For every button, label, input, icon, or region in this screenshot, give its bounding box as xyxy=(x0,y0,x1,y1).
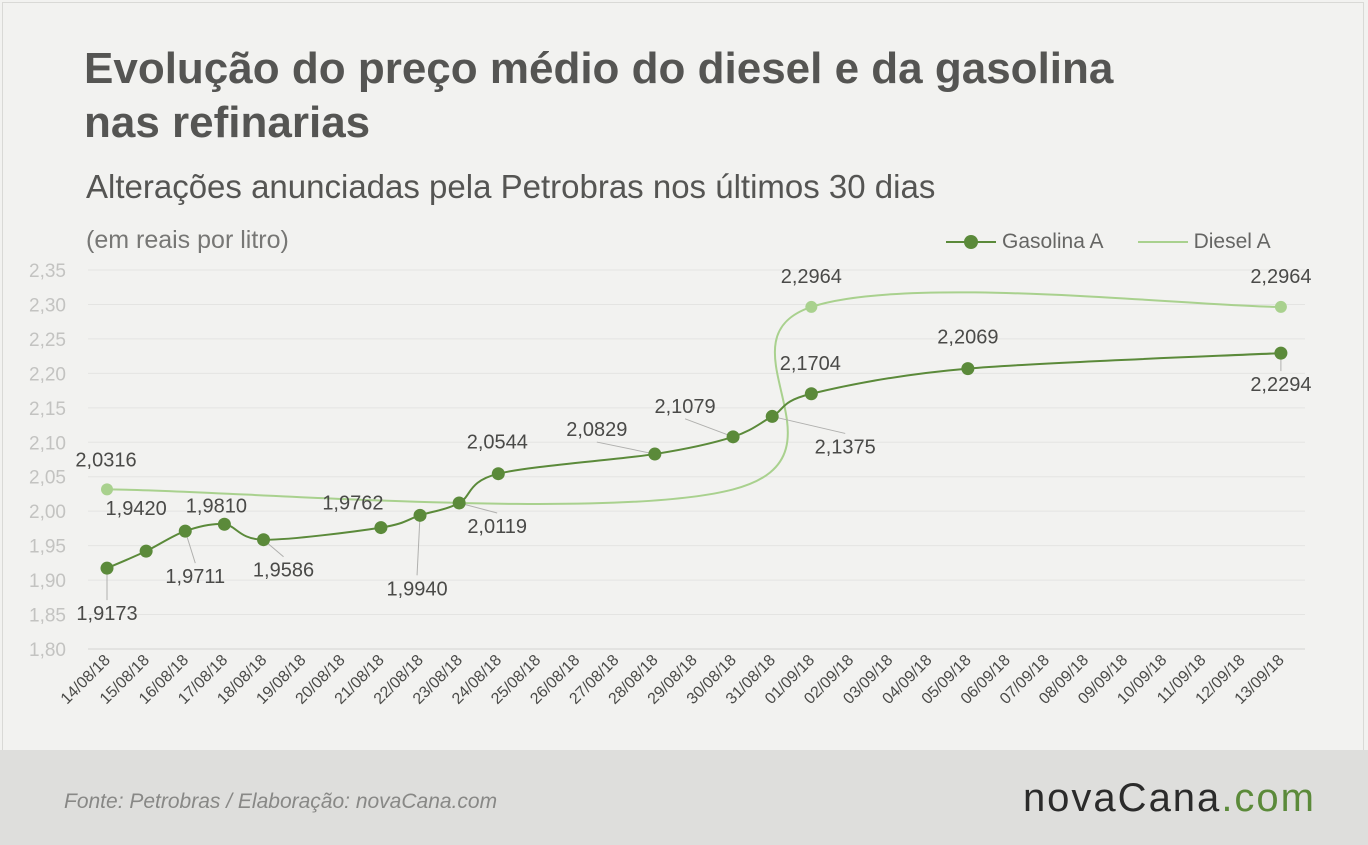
data-label-diesel: 2,0316 xyxy=(75,449,136,471)
data-label-gasolina: 2,1079 xyxy=(654,396,715,418)
data-point-diesel xyxy=(1274,300,1287,313)
source-text: Fonte: Petrobras / Elaboração: novaCana.… xyxy=(64,790,498,813)
data-point-gasolina xyxy=(648,447,662,461)
data-point-gasolina xyxy=(413,508,427,522)
leader-line xyxy=(596,441,655,455)
y-tick-label: 2,00 xyxy=(29,502,66,523)
data-label-gasolina: 1,9173 xyxy=(76,603,137,625)
novacana-logo: novaCana.com xyxy=(1023,776,1316,821)
chart-subtitle: Alterações anunciadas pela Petrobras nos… xyxy=(86,168,936,205)
data-label-gasolina: 1,9586 xyxy=(253,560,314,582)
y-tick-label: 2,25 xyxy=(29,330,66,351)
data-label-diesel: 2,2964 xyxy=(1250,266,1311,288)
data-point-gasolina xyxy=(804,387,818,401)
data-label-gasolina: 2,0119 xyxy=(467,516,527,538)
data-point-gasolina xyxy=(765,409,779,423)
y-tick-label: 2,20 xyxy=(29,364,66,385)
series-line-gasolina xyxy=(106,352,1281,570)
data-point-gasolina xyxy=(257,533,271,547)
data-label-gasolina: 2,0544 xyxy=(467,432,528,454)
leader-line xyxy=(684,418,734,438)
unit-label: (em reais por litro) xyxy=(86,226,289,254)
legend-label-diesel: Diesel A xyxy=(1193,230,1271,253)
legend: Gasolina A Diesel A xyxy=(946,228,1271,256)
data-label-gasolina: 1,9940 xyxy=(386,578,447,600)
y-tick-label: 1,95 xyxy=(29,537,66,558)
y-tick-label: 2,15 xyxy=(29,399,66,420)
data-point-diesel xyxy=(805,300,818,313)
data-point-gasolina xyxy=(452,496,466,510)
data-point-gasolina xyxy=(374,521,388,535)
data-label-gasolina: 2,1375 xyxy=(815,436,876,458)
legend-swatch-gasolina xyxy=(946,235,996,249)
data-point-gasolina xyxy=(100,561,114,575)
legend-label-gasolina: Gasolina A xyxy=(1002,230,1104,253)
data-point-gasolina xyxy=(491,467,505,481)
data-label-gasolina: 1,9762 xyxy=(322,493,383,515)
data-point-diesel xyxy=(101,483,113,496)
y-tick-label: 2,35 xyxy=(29,261,66,282)
legend-item-diesel: Diesel A xyxy=(1137,230,1271,254)
legend-item-gasolina: Gasolina A xyxy=(946,230,1104,254)
data-label-gasolina: 1,9711 xyxy=(165,566,225,588)
legend-swatch-diesel xyxy=(1137,235,1188,249)
footer: Fonte: Petrobras / Elaboração: novaCana.… xyxy=(0,750,1368,845)
chart-title: Evolução do preço médio do diesel e da g… xyxy=(84,44,1114,147)
data-point-gasolina xyxy=(139,544,153,558)
y-tick-label: 1,80 xyxy=(29,640,66,661)
data-point-gasolina xyxy=(178,524,192,538)
y-tick-label: 2,30 xyxy=(29,295,66,316)
data-label-gasolina: 2,2069 xyxy=(937,327,998,349)
data-label-gasolina: 2,2294 xyxy=(1250,374,1311,396)
data-label-gasolina: 2,0829 xyxy=(566,419,627,441)
y-tick-label: 1,90 xyxy=(29,571,66,592)
logo-suffix: .com xyxy=(1221,776,1316,820)
data-label-gasolina: 1,9420 xyxy=(106,498,167,520)
leader-line xyxy=(772,415,846,434)
logo-main: novaCana xyxy=(1022,776,1222,820)
data-point-gasolina xyxy=(217,517,231,531)
data-point-gasolina xyxy=(726,430,740,444)
data-label-gasolina: 2,1704 xyxy=(780,353,841,375)
data-point-gasolina xyxy=(1274,346,1288,360)
leader-line xyxy=(459,502,498,514)
y-tick-label: 2,10 xyxy=(29,433,66,454)
line-chart: 1,80 1,85 1,90 1,95 2,00 2,05 2,10 2,15 2,20 2,25… xyxy=(29,261,1311,708)
y-tick-label: 2,05 xyxy=(29,468,66,489)
data-label-gasolina: 1,9810 xyxy=(186,495,247,517)
data-label-diesel: 2,2964 xyxy=(781,266,842,288)
data-point-gasolina xyxy=(961,362,975,376)
leader-line xyxy=(416,515,421,576)
y-tick-label: 1,85 xyxy=(29,606,66,627)
